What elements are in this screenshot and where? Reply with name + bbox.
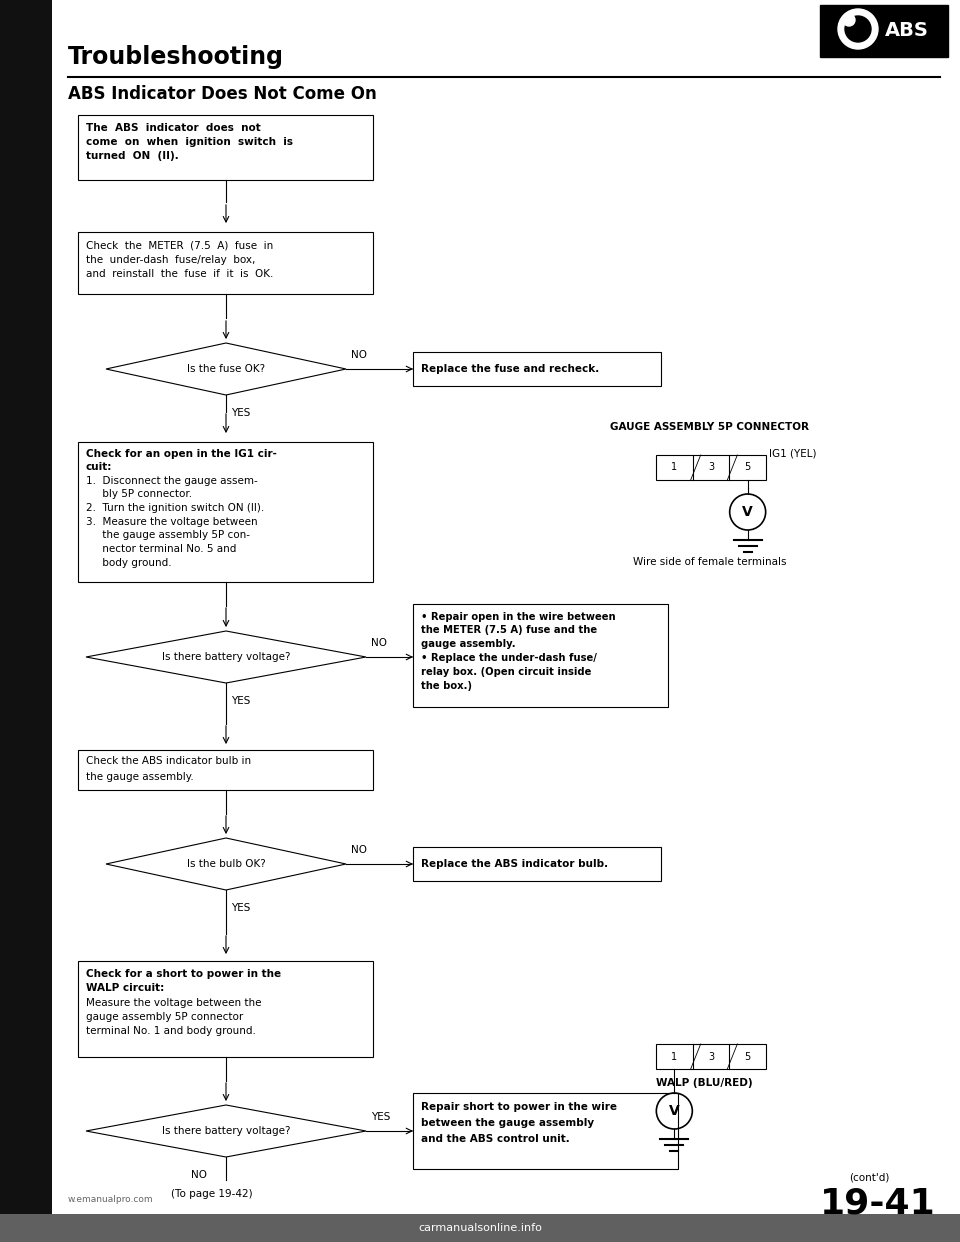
FancyBboxPatch shape — [78, 750, 373, 790]
FancyBboxPatch shape — [413, 847, 661, 881]
Text: the box.): the box.) — [421, 681, 472, 691]
Text: NO: NO — [371, 638, 387, 648]
Text: the gauge assembly.: the gauge assembly. — [86, 773, 194, 782]
Text: Check for a short to power in the: Check for a short to power in the — [86, 969, 281, 979]
Text: • Replace the under-dash fuse/: • Replace the under-dash fuse/ — [421, 653, 597, 663]
Text: ABS: ABS — [885, 21, 929, 41]
FancyBboxPatch shape — [78, 116, 373, 180]
Text: carmanualsonline.info: carmanualsonline.info — [418, 1223, 542, 1233]
Text: 1: 1 — [671, 1052, 678, 1062]
Text: 3: 3 — [708, 462, 714, 472]
Text: terminal No. 1 and body ground.: terminal No. 1 and body ground. — [86, 1026, 256, 1036]
Text: YES: YES — [231, 696, 251, 705]
FancyBboxPatch shape — [0, 1213, 960, 1242]
Text: IG1 (YEL): IG1 (YEL) — [769, 448, 817, 458]
Text: The  ABS  indicator  does  not: The ABS indicator does not — [86, 123, 261, 133]
Text: 3.  Measure the voltage between: 3. Measure the voltage between — [86, 517, 257, 527]
Text: Repair short to power in the wire: Repair short to power in the wire — [421, 1102, 617, 1112]
FancyBboxPatch shape — [0, 862, 47, 1002]
Text: the METER (7.5 A) fuse and the: the METER (7.5 A) fuse and the — [421, 625, 597, 635]
FancyBboxPatch shape — [78, 961, 373, 1057]
Text: 5: 5 — [745, 462, 751, 472]
Polygon shape — [106, 838, 346, 891]
Text: ABS Indicator Does Not Come On: ABS Indicator Does Not Come On — [68, 84, 376, 103]
Text: Check  the  METER  (7.5  A)  fuse  in: Check the METER (7.5 A) fuse in — [86, 241, 274, 251]
Text: • Repair open in the wire between: • Repair open in the wire between — [421, 612, 615, 622]
Text: YES: YES — [231, 409, 251, 419]
Text: (To page 19-42): (To page 19-42) — [171, 1189, 252, 1199]
Text: relay box. (Open circuit inside: relay box. (Open circuit inside — [421, 667, 591, 677]
Polygon shape — [86, 631, 366, 683]
Text: NO: NO — [191, 1170, 207, 1180]
Text: Is the fuse OK?: Is the fuse OK? — [187, 364, 265, 374]
Text: V: V — [669, 1104, 680, 1118]
Text: Replace the fuse and recheck.: Replace the fuse and recheck. — [421, 364, 599, 374]
FancyBboxPatch shape — [413, 351, 661, 386]
Text: come  on  when  ignition  switch  is: come on when ignition switch is — [86, 137, 293, 147]
Text: WALP (BLU/RED): WALP (BLU/RED) — [656, 1078, 753, 1088]
Text: (cont'd): (cont'd) — [850, 1172, 890, 1182]
Text: V: V — [742, 505, 753, 519]
FancyBboxPatch shape — [656, 1045, 766, 1069]
Polygon shape — [106, 343, 346, 395]
Text: bly 5P connector.: bly 5P connector. — [86, 489, 192, 499]
Text: Check the ABS indicator bulb in: Check the ABS indicator bulb in — [86, 756, 252, 766]
Circle shape — [845, 16, 871, 42]
FancyBboxPatch shape — [656, 455, 766, 479]
Text: 1.  Disconnect the gauge assem-: 1. Disconnect the gauge assem- — [86, 476, 257, 486]
FancyBboxPatch shape — [413, 1093, 678, 1169]
FancyBboxPatch shape — [820, 5, 948, 57]
Text: 19-41: 19-41 — [820, 1187, 936, 1221]
Text: NO: NO — [351, 350, 367, 360]
Text: between the gauge assembly: between the gauge assembly — [421, 1118, 594, 1128]
Text: Measure the voltage between the: Measure the voltage between the — [86, 999, 261, 1009]
Text: Troubleshooting: Troubleshooting — [68, 45, 284, 70]
Text: Replace the ABS indicator bulb.: Replace the ABS indicator bulb. — [421, 859, 608, 869]
Text: Check for an open in the IG1 cir-: Check for an open in the IG1 cir- — [86, 450, 276, 460]
Text: NO: NO — [351, 845, 367, 854]
Text: 2.  Turn the ignition switch ON (II).: 2. Turn the ignition switch ON (II). — [86, 503, 264, 513]
Text: w.emanualpro.com: w.emanualpro.com — [68, 1196, 154, 1205]
Text: Wire side of female terminals: Wire side of female terminals — [634, 556, 787, 568]
Text: nector terminal No. 5 and: nector terminal No. 5 and — [86, 544, 236, 554]
FancyBboxPatch shape — [413, 604, 668, 707]
Circle shape — [843, 14, 855, 26]
Text: the  under-dash  fuse/relay  box,: the under-dash fuse/relay box, — [86, 255, 255, 265]
Text: Is the bulb OK?: Is the bulb OK? — [186, 859, 265, 869]
FancyBboxPatch shape — [0, 212, 47, 351]
Text: and the ABS control unit.: and the ABS control unit. — [421, 1134, 569, 1144]
Text: gauge assembly.: gauge assembly. — [421, 638, 516, 650]
Text: gauge assembly 5P connector: gauge assembly 5P connector — [86, 1012, 243, 1022]
Text: the gauge assembly 5P con-: the gauge assembly 5P con- — [86, 530, 250, 540]
Text: Is there battery voltage?: Is there battery voltage? — [161, 652, 290, 662]
Circle shape — [838, 9, 878, 48]
Text: cuit:: cuit: — [86, 462, 112, 472]
FancyBboxPatch shape — [0, 0, 52, 1242]
Text: 5: 5 — [745, 1052, 751, 1062]
Polygon shape — [86, 1105, 366, 1158]
FancyBboxPatch shape — [78, 232, 373, 294]
FancyBboxPatch shape — [0, 532, 47, 672]
Text: and  reinstall  the  fuse  if  it  is  OK.: and reinstall the fuse if it is OK. — [86, 270, 274, 279]
Text: YES: YES — [371, 1112, 391, 1122]
Text: 1: 1 — [671, 462, 678, 472]
Text: Is there battery voltage?: Is there battery voltage? — [161, 1126, 290, 1136]
Text: 3: 3 — [708, 1052, 714, 1062]
Text: body ground.: body ground. — [86, 558, 172, 568]
Text: WALP circuit:: WALP circuit: — [86, 982, 164, 994]
Text: YES: YES — [231, 903, 251, 913]
Text: turned  ON  (II).: turned ON (II). — [86, 152, 179, 161]
FancyBboxPatch shape — [78, 442, 373, 582]
Text: GAUGE ASSEMBLY 5P CONNECTOR: GAUGE ASSEMBLY 5P CONNECTOR — [611, 422, 809, 432]
